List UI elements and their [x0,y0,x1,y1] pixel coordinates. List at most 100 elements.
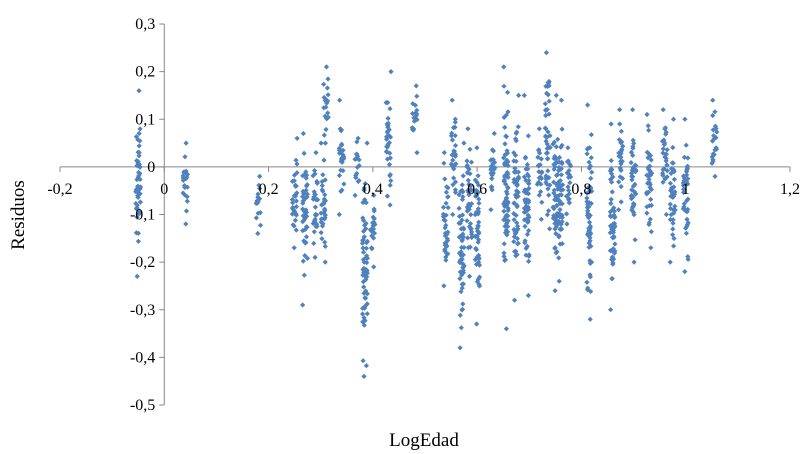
data-point [310,196,316,202]
data-point [460,261,466,267]
data-point [514,252,520,258]
data-point [135,230,141,236]
data-point [476,230,482,236]
data-point [360,319,366,325]
data-point [474,226,480,232]
data-point [566,191,572,197]
data-point [514,236,520,242]
data-point [474,145,480,151]
data-point [354,139,360,145]
data-point [587,316,593,322]
data-point [671,176,677,182]
data-point [502,162,508,168]
data-point [459,217,465,223]
data-point [464,218,470,224]
data-point [412,102,418,108]
data-point [304,172,310,178]
data-point [291,178,297,184]
data-point [504,150,511,156]
data-point [136,211,142,217]
data-point [458,253,464,259]
data-point [450,125,457,131]
data-point [542,125,548,131]
data-point [464,170,470,176]
data-point [551,206,557,212]
data-point [293,204,300,210]
data-point [386,161,393,168]
data-point [505,205,511,211]
data-point [644,204,650,210]
data-point [459,237,465,243]
data-point [460,189,466,195]
data-point [543,50,549,56]
data-point [360,272,366,278]
data-point [684,198,690,204]
data-point [362,181,368,187]
data-point [355,135,361,141]
data-point [545,144,551,150]
data-point [566,187,572,193]
data-point [557,178,563,184]
data-point [318,216,324,222]
data-point [300,302,306,308]
data-point [135,194,141,200]
data-point [511,179,517,185]
data-point [385,128,391,134]
data-point [512,152,519,158]
data-point [294,161,300,167]
data-point [559,161,565,167]
x-tick-label: 0,4 [363,181,383,198]
data-point [184,194,190,200]
data-point [502,203,508,209]
data-point [322,208,328,214]
data-point [452,187,458,193]
data-point [512,165,518,171]
data-point [303,175,309,181]
data-point [585,285,591,291]
data-point [360,305,366,311]
data-point [385,120,391,126]
data-point [472,177,478,183]
data-point [511,169,517,175]
data-point [648,245,654,251]
data-point [371,192,377,198]
data-point [565,145,571,151]
data-point [476,259,482,265]
data-point [312,204,318,210]
data-point [386,140,392,146]
data-point [312,191,318,198]
data-point [501,241,507,247]
data-point [682,269,688,275]
data-point [547,226,553,232]
data-point [300,228,306,234]
data-point [292,193,298,199]
data-point [371,235,377,241]
data-point [364,311,370,317]
data-point [555,220,561,227]
data-point [589,169,595,175]
data-point [609,254,615,260]
data-point [183,140,189,146]
data-point [522,154,529,160]
data-point [616,179,622,185]
data-point [468,159,475,165]
data-point [312,216,318,222]
data-point [523,252,529,258]
data-point [632,181,638,187]
data-point [384,149,390,155]
data-point [501,208,507,214]
data-point [322,243,328,249]
data-point [586,165,592,171]
data-point [526,185,532,191]
data-point [476,252,482,258]
data-point [450,157,456,163]
data-point [325,114,331,120]
data-point [512,249,518,255]
data-point [536,192,542,198]
data-point [468,183,474,189]
data-point [461,244,467,251]
data-point [714,129,720,135]
data-point [133,134,139,140]
data-point [526,199,532,205]
data-point [525,292,531,299]
